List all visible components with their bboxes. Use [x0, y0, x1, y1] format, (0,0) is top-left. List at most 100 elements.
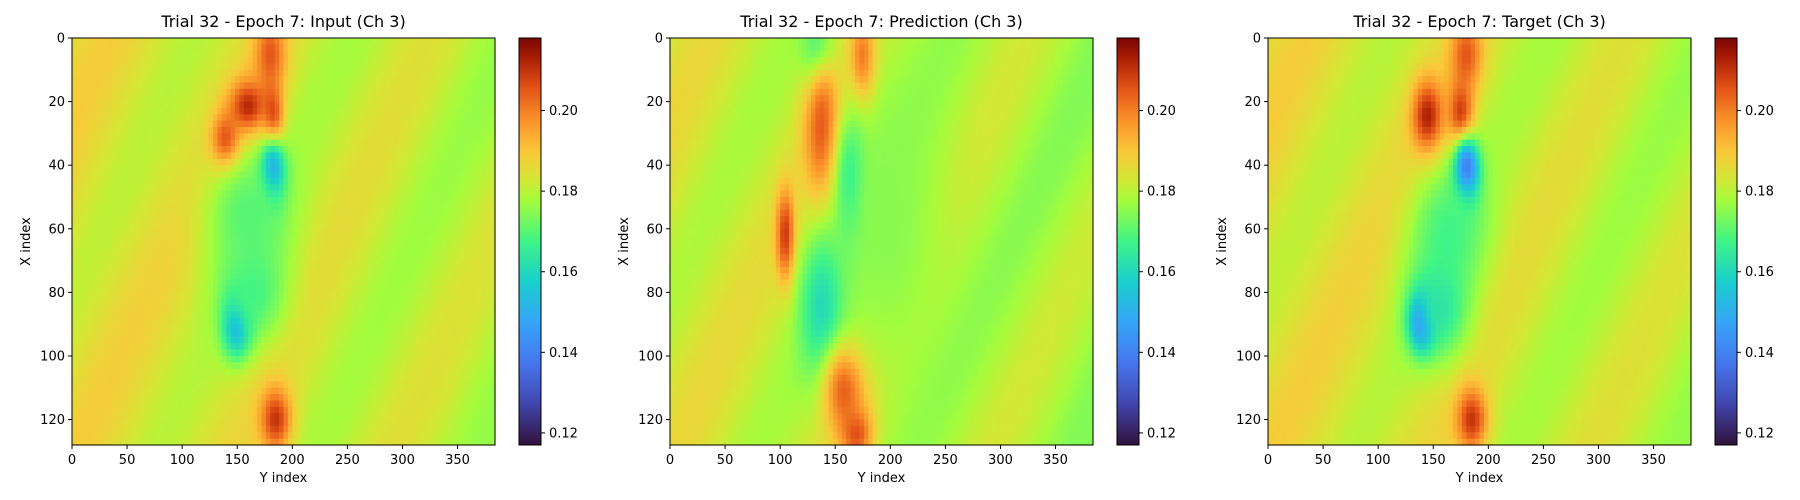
heatmap-cell [111, 146, 117, 154]
heatmap-cell [164, 107, 170, 115]
heatmap-cell [301, 203, 307, 211]
heatmap-cell [221, 235, 227, 243]
heatmap-cell [459, 298, 465, 306]
heatmap-cell [446, 165, 452, 173]
heatmap-cell [164, 50, 170, 58]
heatmap-cell [190, 203, 196, 211]
heatmap-cell [433, 107, 439, 115]
heatmap-cell [257, 101, 263, 109]
heatmap-cell [76, 88, 82, 96]
heatmap-cell [261, 254, 267, 262]
heatmap-cell [107, 279, 113, 287]
heatmap-cell [450, 107, 456, 115]
heatmap-cell [301, 50, 307, 58]
heatmap-cell [393, 317, 399, 325]
heatmap-cell [424, 228, 430, 236]
heatmap-cell [85, 254, 91, 262]
heatmap-cell [442, 50, 448, 58]
heatmap-cell [146, 292, 152, 300]
heatmap-cell [230, 273, 236, 281]
heatmap-cell [102, 152, 108, 160]
heatmap-cell [85, 38, 91, 45]
heatmap-cell [85, 139, 91, 147]
heatmap-cell [472, 171, 478, 179]
heatmap-cell [402, 196, 408, 204]
heatmap-cell [318, 336, 324, 344]
heatmap-cell [464, 203, 470, 211]
heatmap-cell [450, 196, 456, 204]
heatmap-cell [151, 336, 157, 344]
heatmap-cell [226, 50, 232, 58]
heatmap-cell [433, 158, 439, 166]
heatmap-cell [437, 228, 443, 236]
heatmap-cell [354, 260, 360, 268]
heatmap-cell [406, 165, 412, 173]
heatmap-cell [221, 203, 227, 211]
heatmap-cell [239, 298, 245, 306]
heatmap-cell [155, 235, 161, 243]
heatmap-cell [305, 88, 311, 96]
heatmap-cell [89, 368, 95, 376]
heatmap-cell [428, 241, 434, 249]
heatmap-cell [389, 355, 395, 363]
heatmap-cell [455, 127, 461, 134]
heatmap-cell [490, 311, 496, 319]
heatmap-cell [177, 114, 183, 122]
heatmap-cell [389, 203, 395, 211]
heatmap-cell [270, 222, 276, 230]
heatmap-cell [490, 305, 496, 313]
heatmap-cell [72, 76, 78, 84]
heatmap-cell [129, 127, 135, 134]
heatmap-cell [437, 235, 443, 243]
heatmap-cell [213, 260, 219, 268]
heatmap-cell [98, 235, 104, 243]
heatmap-cell [481, 247, 487, 255]
heatmap-cell [213, 266, 219, 274]
heatmap-cell [89, 127, 95, 134]
heatmap-cell [85, 165, 91, 173]
heatmap-cell [164, 273, 170, 281]
heatmap-cell [420, 324, 426, 332]
heatmap-cell [195, 114, 201, 122]
heatmap-cell [248, 139, 254, 147]
heatmap-cell [411, 57, 417, 65]
heatmap-cell [309, 266, 315, 274]
heatmap-cell [235, 133, 241, 141]
heatmap-cell [274, 336, 280, 344]
heatmap-cell [151, 235, 157, 243]
heatmap-cell [252, 95, 258, 103]
heatmap-cell [85, 216, 91, 224]
heatmap-cell [490, 273, 496, 281]
heatmap-cell [265, 184, 271, 192]
heatmap-cell [129, 362, 135, 370]
heatmap-cell [261, 196, 267, 204]
heatmap-cell [384, 254, 390, 262]
heatmap-cell [248, 330, 254, 338]
heatmap-cell [164, 171, 170, 179]
heatmap-cell [257, 146, 263, 154]
heatmap-cell [195, 247, 201, 255]
heatmap-cell [314, 57, 320, 65]
heatmap-cell [243, 336, 249, 344]
heatmap-cell [168, 57, 174, 65]
heatmap-cell [424, 222, 430, 230]
heatmap-cell [213, 311, 219, 319]
heatmap-cell [354, 222, 360, 230]
heatmap-cell [362, 158, 368, 166]
heatmap-cell [283, 317, 289, 325]
heatmap-cell [208, 349, 214, 357]
heatmap-cell [160, 95, 166, 103]
heatmap-cell [331, 362, 337, 370]
heatmap-cell [204, 254, 210, 262]
heatmap-cell [459, 120, 465, 128]
heatmap-cell [221, 343, 227, 351]
heatmap-cell [358, 107, 364, 115]
heatmap-cell [261, 63, 267, 71]
heatmap-cell [76, 336, 82, 344]
heatmap-cell [217, 158, 223, 166]
heatmap-cell [213, 343, 219, 351]
heatmap-cell [208, 44, 214, 52]
heatmap-cell [305, 311, 311, 319]
heatmap-cell [98, 196, 104, 204]
heatmap-cell [116, 184, 122, 192]
